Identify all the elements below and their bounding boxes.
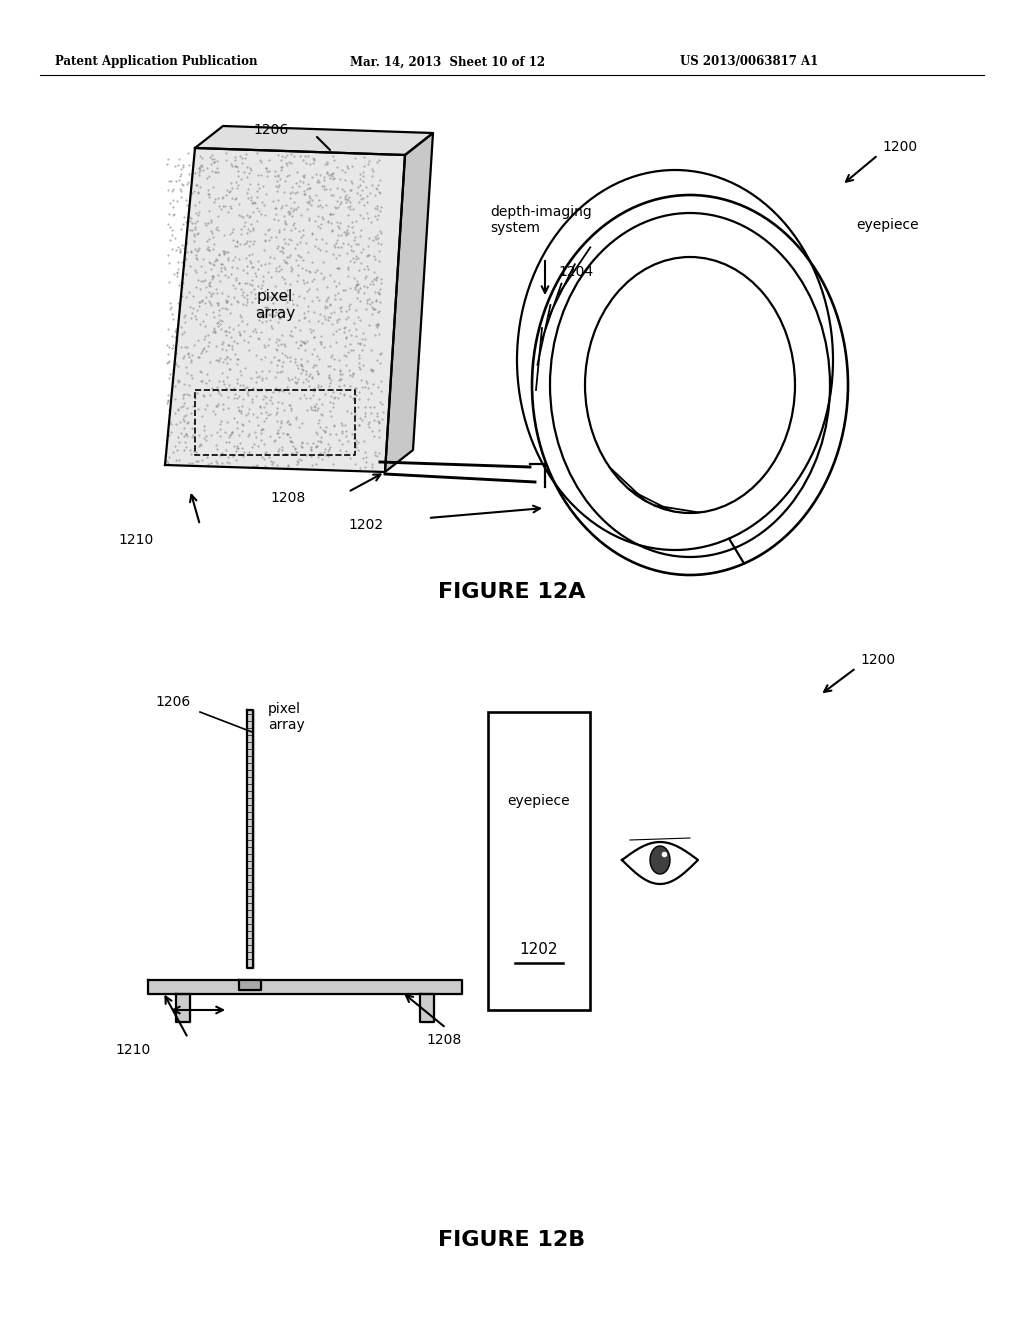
Text: US 2013/0063817 A1: US 2013/0063817 A1	[680, 55, 818, 69]
Text: 1202: 1202	[520, 942, 558, 957]
Text: 1204: 1204	[558, 265, 593, 279]
Bar	[488, 711, 590, 1010]
Text: depth-imaging
system: depth-imaging system	[490, 205, 592, 235]
Ellipse shape	[650, 846, 670, 874]
Text: 1200: 1200	[882, 140, 918, 154]
Text: 1208: 1208	[270, 491, 305, 506]
Polygon shape	[165, 148, 406, 473]
Text: pixel
array: pixel array	[268, 702, 305, 733]
Text: 1210: 1210	[115, 1043, 151, 1057]
Text: eyepiece: eyepiece	[508, 795, 570, 808]
Text: 1208: 1208	[426, 1034, 461, 1047]
Text: 1206: 1206	[253, 123, 288, 137]
Text: FIGURE 12B: FIGURE 12B	[438, 1230, 586, 1250]
Bar	[176, 994, 190, 1022]
Bar	[239, 979, 261, 990]
Ellipse shape	[585, 257, 795, 513]
Text: 1200: 1200	[860, 653, 895, 667]
Bar	[420, 994, 434, 1022]
Text: pixel
array: pixel array	[255, 289, 295, 321]
Polygon shape	[385, 133, 433, 473]
Text: Patent Application Publication: Patent Application Publication	[55, 55, 257, 69]
Bar	[148, 979, 462, 994]
Polygon shape	[622, 842, 698, 884]
Bar	[247, 710, 254, 968]
Text: eyepiece: eyepiece	[856, 218, 919, 232]
Text: Mar. 14, 2013  Sheet 10 of 12: Mar. 14, 2013 Sheet 10 of 12	[350, 55, 545, 69]
Text: 1202: 1202	[348, 517, 383, 532]
Text: 1206: 1206	[155, 696, 190, 709]
Polygon shape	[195, 125, 433, 154]
Text: 1210: 1210	[118, 533, 154, 546]
Text: FIGURE 12A: FIGURE 12A	[438, 582, 586, 602]
